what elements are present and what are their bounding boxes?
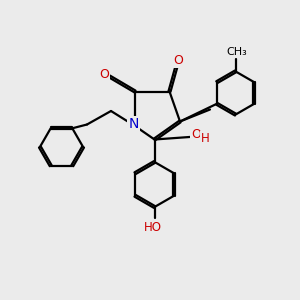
Text: H: H [201,131,210,145]
Text: O: O [174,53,183,67]
Text: N: N [128,118,139,131]
Text: O: O [99,68,109,82]
Text: O: O [191,128,201,141]
Text: H: H [200,134,209,147]
Text: CH₃: CH₃ [226,47,247,57]
Text: HO: HO [144,221,162,234]
